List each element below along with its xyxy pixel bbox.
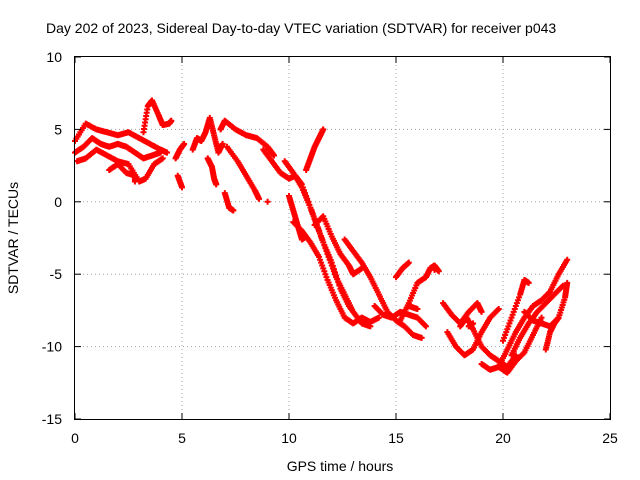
series-points bbox=[72, 97, 571, 376]
y-axis-label: SDTVAR / TECUs bbox=[5, 182, 21, 294]
data-points bbox=[72, 97, 571, 376]
x-tick-label: 15 bbox=[388, 430, 404, 446]
y-tick-label: 0 bbox=[54, 194, 62, 210]
plot-frame bbox=[74, 56, 611, 420]
x-tick-label: 25 bbox=[602, 430, 618, 446]
y-tick-label: -10 bbox=[42, 339, 62, 355]
x-tick-label: 10 bbox=[281, 430, 297, 446]
y-tick-label: -5 bbox=[50, 266, 63, 282]
x-tick-label: 20 bbox=[495, 430, 511, 446]
y-tick-label: 5 bbox=[54, 121, 62, 137]
chart-title: Day 202 of 2023, Sidereal Day-to-day VTE… bbox=[46, 20, 556, 36]
grid bbox=[75, 57, 610, 419]
x-tick-label: 5 bbox=[178, 430, 186, 446]
axis-ticks bbox=[74, 56, 611, 420]
x-axis-label: GPS time / hours bbox=[287, 458, 394, 474]
y-tick-label: -15 bbox=[42, 411, 62, 427]
y-tick-label: 10 bbox=[46, 49, 62, 65]
x-tick-label: 0 bbox=[71, 430, 79, 446]
